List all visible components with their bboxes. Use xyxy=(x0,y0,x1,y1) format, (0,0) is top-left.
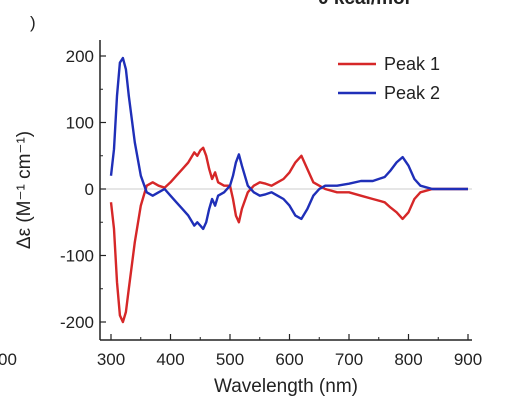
x-tick-label: 500 xyxy=(216,350,244,369)
x-tick-label: 800 xyxy=(394,350,422,369)
x-tick-label: 700 xyxy=(335,350,363,369)
y-axis-title: Δε (M⁻¹ cm⁻¹) xyxy=(14,131,35,249)
x-tick-label: 400 xyxy=(156,350,184,369)
y-tick-label: 200 xyxy=(66,47,94,66)
panel-fragment: ) xyxy=(30,13,36,32)
legend: Peak 1 Peak 2 xyxy=(338,54,440,103)
y-tick-label: 0 xyxy=(85,180,94,199)
legend-label-peak-2: Peak 2 xyxy=(384,83,440,103)
y-tick-label: -100 xyxy=(60,247,94,266)
y-tick-label: 100 xyxy=(66,114,94,133)
series-lines xyxy=(109,56,468,324)
x-tick-label: 300 xyxy=(97,350,125,369)
x-tick-label: 900 xyxy=(454,350,482,369)
header-fragment: 0 kcal/mol xyxy=(318,0,410,9)
series-line-peak-1 xyxy=(109,146,468,324)
x-axis-title: Wavelength (nm) xyxy=(214,376,358,397)
series-line-peak-2 xyxy=(109,56,468,231)
axis-ticks: 300 400 500 600 700 800 900 -200 -100 0 100 200 xyxy=(60,47,482,369)
legend-label-peak-1: Peak 1 xyxy=(384,54,440,74)
x-tick-label: 600 xyxy=(275,350,303,369)
left-cutoff-tick: 00 xyxy=(0,350,17,369)
y-tick-label: -200 xyxy=(60,313,94,332)
